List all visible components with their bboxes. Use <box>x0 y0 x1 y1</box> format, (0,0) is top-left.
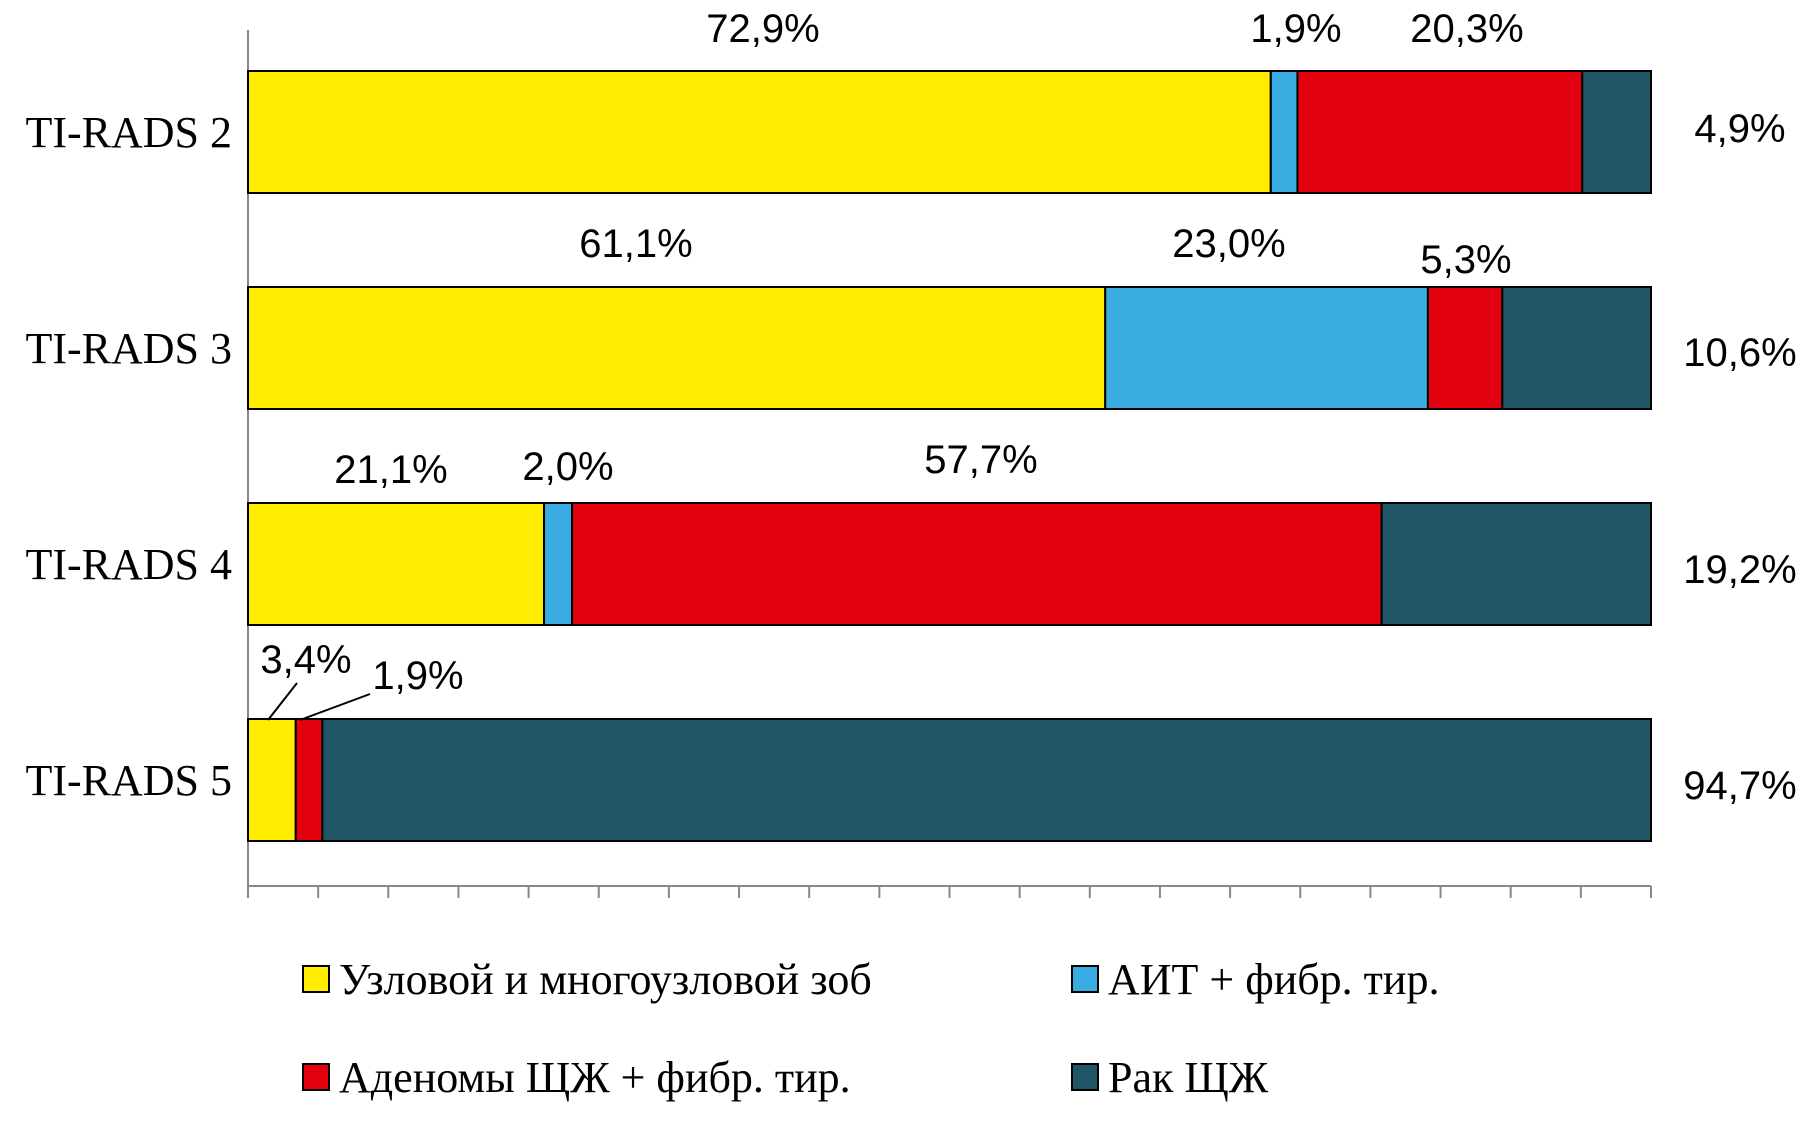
data-label: 23,0% <box>1172 222 1285 266</box>
data-label: 1,9% <box>1250 7 1341 51</box>
data-label: 1,9% <box>372 654 463 698</box>
category-label: TI-RADS 3 <box>25 324 232 373</box>
bar-segment <box>1501 286 1652 410</box>
category-label: TI-RADS 5 <box>25 756 232 805</box>
legend-label: Узловой и многоузловой зоб <box>339 955 872 1004</box>
bar-segment <box>1426 286 1504 410</box>
bar-segment <box>571 502 1383 626</box>
data-label: 4,9% <box>1694 107 1785 151</box>
bar-segment <box>294 718 324 842</box>
data-label: 5,3% <box>1420 238 1511 282</box>
bar-segment <box>247 502 546 626</box>
bar-segment <box>247 718 297 842</box>
bar-segment <box>1581 70 1653 194</box>
data-labels: 72,9% 1,9% 20,3% 4,9% 61,1% 23,0% 5,3% 10,6% 21,… <box>260 7 1796 808</box>
bar-segment <box>1104 286 1429 410</box>
data-label: 20,3% <box>1410 7 1523 51</box>
data-label: 3,4% <box>260 638 351 682</box>
bar-segment <box>321 718 1652 842</box>
legend-swatch <box>1071 1063 1099 1091</box>
data-label: 94,7% <box>1683 764 1796 808</box>
bar-segment <box>1296 70 1584 194</box>
leader-line <box>299 693 371 721</box>
category-labels: TI-RADS 2 TI-RADS 3 TI-RADS 4 TI-RADS 5 <box>25 108 232 805</box>
legend-label: АИТ + фибр. тир. <box>1108 955 1439 1004</box>
legend-swatch <box>302 965 330 993</box>
data-label: 2,0% <box>522 445 613 489</box>
bar-segment <box>1269 70 1299 194</box>
category-label: TI-RADS 4 <box>25 540 232 589</box>
bar-segment <box>1380 502 1653 626</box>
data-label: 61,1% <box>579 222 692 266</box>
legend-label: Аденомы ЩЖ + фибр. тир. <box>339 1053 851 1102</box>
data-label: 19,2% <box>1683 548 1796 592</box>
category-label: TI-RADS 2 <box>25 108 232 157</box>
data-label: 10,6% <box>1683 331 1796 375</box>
legend-swatch <box>1071 965 1099 993</box>
bar-segment <box>543 502 574 626</box>
data-label: 72,9% <box>706 7 819 51</box>
leader-line <box>267 682 298 721</box>
bar-segment <box>247 286 1107 410</box>
data-label: 21,1% <box>334 448 447 492</box>
legend-swatch <box>302 1063 330 1091</box>
bars <box>247 70 1653 842</box>
bar-segment <box>247 70 1272 194</box>
legend: Узловой и многоузловой зоб АИТ + фибр. ти… <box>302 955 1439 1102</box>
data-label: 57,7% <box>924 438 1037 482</box>
legend-label: Рак ЩЖ <box>1108 1053 1269 1102</box>
